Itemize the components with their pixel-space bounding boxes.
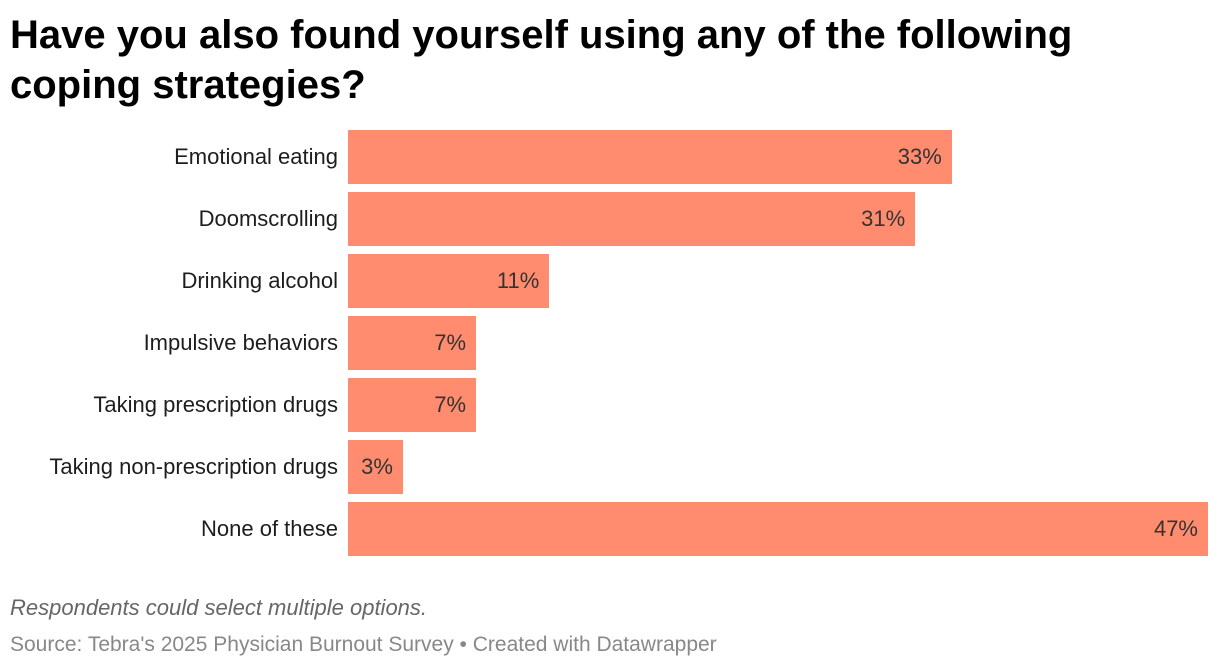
bar-row: Taking non-prescription drugs 3% <box>0 440 1220 494</box>
bar-chart: Emotional eating 33% Doomscrolling 31% Drink… <box>0 125 1220 565</box>
bar-row: Drinking alcohol 11% <box>0 254 1220 308</box>
value-label: 3% <box>361 454 393 479</box>
value-label: 33% <box>897 144 942 169</box>
bar: 3% <box>348 440 403 494</box>
bar: 33% <box>348 130 952 184</box>
bar: 7% <box>348 378 477 432</box>
value-label: 7% <box>434 330 467 355</box>
category-label: Emotional eating <box>174 144 338 169</box>
category-label: Drinking alcohol <box>181 268 338 293</box>
bar: 47% <box>348 502 1208 556</box>
bar-row: Doomscrolling 31% <box>0 192 1220 246</box>
bar-row: None of these 47% <box>0 502 1220 556</box>
bar-row: Taking prescription drugs 7% <box>0 378 1220 432</box>
category-label: Impulsive behaviors <box>143 330 338 355</box>
category-label: Doomscrolling <box>198 206 338 231</box>
chart-source: Source: Tebra's 2025 Physician Burnout S… <box>10 633 717 656</box>
category-label: Taking non-prescription drugs <box>49 454 338 479</box>
bar: 7% <box>348 316 477 370</box>
bar: 11% <box>348 254 550 308</box>
category-label: None of these <box>201 516 338 541</box>
value-label: 11% <box>496 268 540 293</box>
bar: 31% <box>348 192 916 246</box>
value-label: 7% <box>434 392 467 417</box>
value-label: 31% <box>861 206 906 231</box>
value-label: 47% <box>1153 516 1198 541</box>
bar-row: Impulsive behaviors 7% <box>0 316 1220 370</box>
chart-title: Have you also found yourself using any o… <box>10 13 1073 107</box>
chart-note: Respondents could select multiple option… <box>10 595 428 620</box>
bar-row: Emotional eating 33% <box>0 130 1220 184</box>
category-label: Taking prescription drugs <box>93 392 338 417</box>
